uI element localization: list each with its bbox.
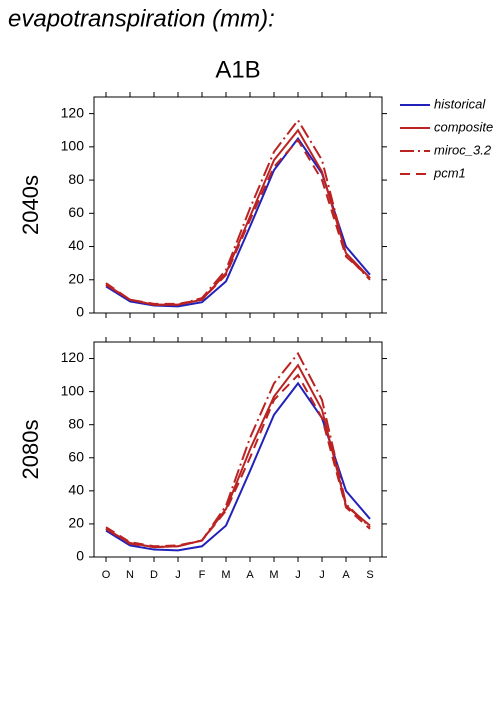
y-tick-label: 60	[68, 204, 84, 220]
series-line	[105, 118, 371, 306]
subtitle: A1B	[215, 56, 260, 83]
series-line	[105, 128, 371, 306]
y-tick-label: 20	[68, 515, 84, 531]
series-line	[105, 136, 371, 308]
y-tick-label: 80	[68, 171, 84, 187]
x-tick-label: J	[175, 569, 181, 581]
y-tick-label: 100	[61, 138, 85, 154]
x-tick-label: O	[102, 569, 111, 581]
series-line	[105, 381, 371, 552]
plot-frame	[93, 96, 383, 314]
legend-label: miroc_3.2	[434, 142, 492, 157]
y-tick-label: 120	[61, 104, 85, 120]
y-tick-label: 120	[61, 349, 85, 365]
series-line	[105, 373, 371, 548]
y-axis-label: 2080s	[18, 420, 43, 480]
series-line	[105, 363, 371, 549]
page-title: evapotranspiration (mm):	[8, 5, 275, 32]
legend-label: historical	[434, 96, 486, 111]
plot-frame	[93, 341, 383, 558]
series-line	[105, 138, 371, 305]
legend-label: composite	[434, 119, 493, 134]
y-tick-label: 80	[68, 415, 84, 431]
y-tick-label: 20	[68, 270, 84, 286]
y-tick-label: 100	[61, 382, 85, 398]
x-tick-label: A	[246, 569, 254, 581]
x-tick-label: N	[126, 569, 134, 581]
x-tick-label: F	[199, 569, 206, 581]
x-tick-label: D	[150, 569, 158, 581]
y-tick-label: 40	[68, 237, 84, 253]
x-tick-label: M	[221, 569, 230, 581]
x-tick-label: A	[342, 569, 350, 581]
x-tick-label: J	[295, 569, 301, 581]
y-tick-label: 0	[76, 304, 84, 320]
x-tick-label: M	[269, 569, 278, 581]
y-axis-label: 2040s	[18, 175, 43, 235]
x-tick-label: J	[319, 569, 325, 581]
y-tick-label: 40	[68, 482, 84, 498]
y-tick-label: 60	[68, 448, 84, 464]
legend-label: pcm1	[433, 165, 466, 180]
x-tick-label: S	[366, 569, 373, 581]
y-tick-label: 0	[76, 548, 84, 564]
